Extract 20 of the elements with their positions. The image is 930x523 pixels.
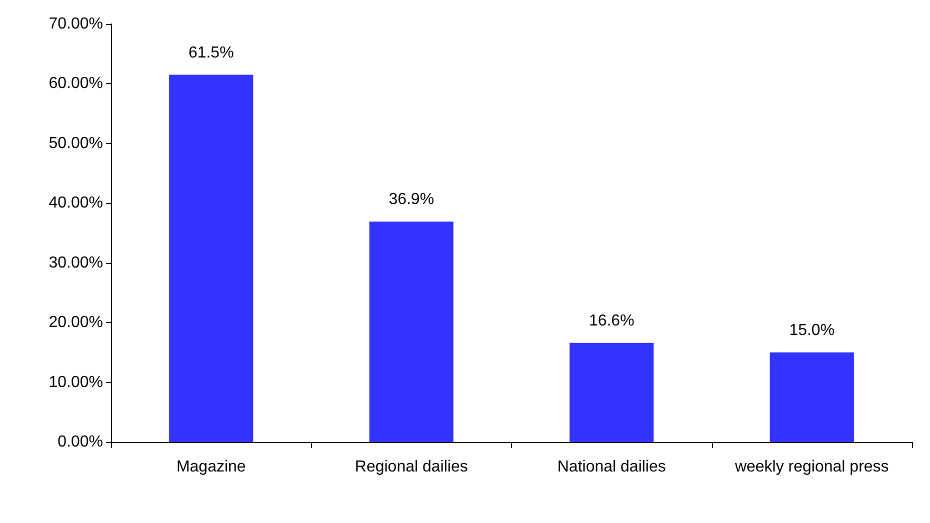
x-tick-label: Magazine bbox=[176, 458, 246, 476]
x-tick-label: National dailies bbox=[557, 458, 666, 476]
bar bbox=[570, 342, 654, 442]
y-tick-label: 20.00% bbox=[48, 314, 103, 332]
bar bbox=[369, 222, 454, 442]
y-tick-label: 0.00% bbox=[58, 434, 103, 450]
y-tick-label: 50.00% bbox=[48, 134, 103, 152]
y-tick-label: 70.00% bbox=[48, 16, 103, 32]
data-label: 16.6% bbox=[588, 312, 634, 330]
data-label: 36.9% bbox=[388, 191, 434, 208]
bar bbox=[169, 74, 254, 442]
x-tick-label: Regional dailies bbox=[354, 458, 468, 476]
y-tick-label: 30.00% bbox=[48, 254, 103, 272]
y-tick-label: 60.00% bbox=[48, 75, 103, 92]
bar bbox=[770, 352, 854, 442]
data-label: 61.5% bbox=[188, 44, 234, 62]
y-tick-label: 40.00% bbox=[48, 194, 103, 212]
x-tick-label: weekly regional press bbox=[734, 458, 889, 476]
data-label: 15.0% bbox=[789, 322, 835, 339]
y-tick-label: 10.00% bbox=[48, 374, 103, 391]
